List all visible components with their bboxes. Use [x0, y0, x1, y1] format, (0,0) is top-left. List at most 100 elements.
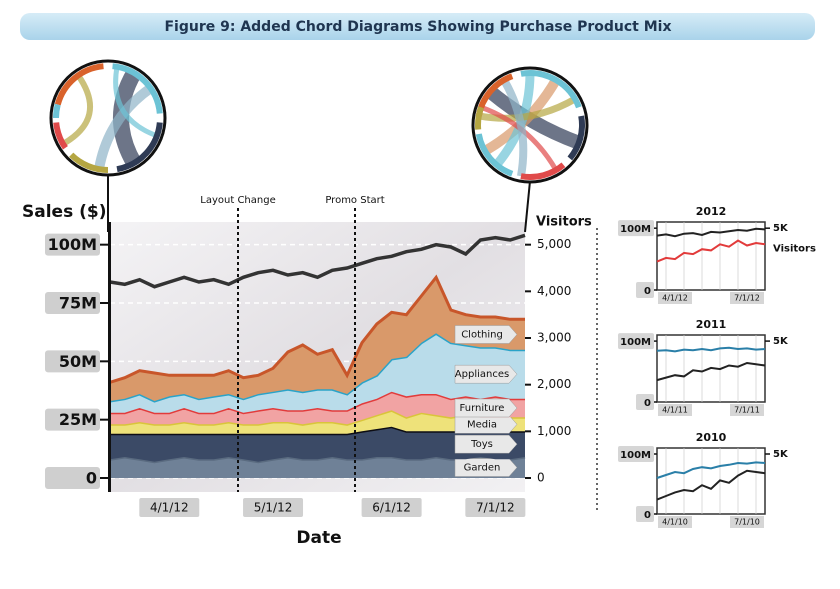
small-line	[656, 227, 766, 238]
y-tick-box	[636, 282, 654, 298]
figure-title: Figure 9: Added Chord Diagrams Showing P…	[164, 19, 671, 35]
y-tick-label: 0	[86, 469, 97, 488]
area-edge	[109, 274, 525, 384]
chord-arc	[567, 115, 585, 161]
y-tick-box	[45, 233, 100, 256]
chord-arc	[53, 122, 68, 150]
y-tick-label: 0	[644, 510, 651, 521]
x-tick-label: 5/1/12	[254, 501, 293, 515]
series-label: Clothing	[461, 330, 503, 341]
y2-tick-label: 3,000	[537, 331, 571, 345]
y-tick-label: 0	[644, 398, 651, 409]
y-tick-label: 100M	[620, 450, 651, 461]
chord-arc	[69, 152, 109, 173]
x-tick-label: 4/1/11	[662, 406, 688, 415]
chord-circle	[49, 59, 167, 177]
area-band	[110, 277, 525, 401]
chord	[478, 95, 577, 122]
y-tick-label: 50M	[59, 352, 97, 371]
chord-arc	[475, 106, 484, 130]
small-plot	[656, 447, 766, 515]
y-tick-box	[618, 220, 654, 237]
x-tick-box	[730, 292, 764, 304]
x-tick-label: 7/1/10	[734, 518, 760, 527]
y-tick-box	[618, 333, 654, 350]
x-tick-box	[139, 498, 200, 517]
chart-layer: Sales ($) Visitors Date 0 25M 50M 75M 100M 0 1,00…	[22, 59, 816, 548]
x-tick-label: 4/1/10	[662, 518, 688, 527]
annotation: Layout Change	[200, 195, 275, 206]
area-band	[110, 426, 525, 462]
chord-arc	[116, 122, 163, 173]
series-label: Furniture	[460, 403, 505, 414]
y-tick-box	[45, 408, 100, 431]
y-tick-box	[45, 292, 100, 314]
series-label: Garden	[464, 463, 501, 474]
x-tick-box	[243, 498, 304, 517]
chord-arc	[54, 63, 104, 106]
x-tick-box	[361, 498, 422, 517]
y-tick-label: 100M	[620, 337, 651, 348]
y2-tick-label: 5,000	[537, 237, 571, 251]
x-axis-title: Date	[296, 528, 341, 548]
chord-arc	[112, 63, 163, 114]
y-tick-box	[618, 446, 654, 462]
x-tick-box	[730, 404, 764, 416]
small-plot	[656, 221, 766, 291]
y2-tick-label: 5K	[773, 449, 789, 460]
series-label: Toys	[470, 439, 493, 450]
chord	[113, 66, 158, 139]
x-tick-box	[730, 516, 764, 528]
x-tick-box	[658, 292, 692, 304]
y2-tick-label: 5K	[773, 223, 789, 234]
chord	[61, 73, 94, 147]
annotation: Promo Start	[325, 195, 384, 206]
y-axis-title: Sales ($)	[22, 202, 106, 222]
x-tick-label: 4/1/12	[150, 501, 189, 515]
visitors-line	[109, 233, 526, 289]
plot-left-border	[108, 222, 111, 492]
x-tick-label: 4/1/12	[662, 294, 688, 303]
small-line	[656, 469, 766, 501]
chord-arc	[520, 162, 566, 180]
chord-arc	[520, 70, 582, 109]
chord-arc	[475, 133, 514, 177]
y-tick-label: 0	[644, 286, 651, 297]
connector	[524, 180, 531, 233]
y2-tick-label: 5K	[773, 336, 789, 347]
small-line	[656, 361, 766, 382]
y-tick-label: 100M	[48, 235, 97, 254]
y-tick-label: 25M	[59, 410, 97, 429]
series-label: Appliances	[455, 369, 509, 380]
y-tick-box	[636, 506, 654, 522]
series-label: Media	[467, 419, 497, 430]
series-label-box	[454, 364, 518, 384]
small-line	[656, 346, 766, 353]
y2-tick-label: 1,000	[537, 424, 571, 438]
small-title: 2012	[696, 205, 727, 218]
small-line	[656, 461, 766, 479]
chord	[485, 86, 582, 150]
x-tick-label: 7/1/12	[734, 294, 760, 303]
series-label-box	[454, 325, 518, 344]
y-tick-box	[45, 350, 100, 373]
x-tick-box	[658, 516, 692, 528]
y-tick-box	[45, 467, 100, 489]
x-tick-label: 7/1/11	[734, 406, 760, 415]
y-tick-label: 100M	[620, 224, 651, 235]
x-tick-box	[465, 498, 526, 517]
small-title: 2011	[696, 318, 727, 331]
series-label-box	[454, 398, 518, 418]
title-bar	[20, 13, 815, 40]
area-band	[110, 333, 525, 413]
legend-label: Visitors	[773, 243, 816, 254]
x-tick-label: 6/1/12	[372, 501, 411, 515]
chord-arc	[53, 103, 61, 119]
small-title: 2010	[696, 431, 727, 444]
series-label-box	[454, 434, 518, 454]
y-tick-box	[636, 394, 654, 410]
y2-tick-label: 4,000	[537, 284, 571, 298]
area-band	[110, 457, 525, 478]
y2-tick-label: 2,000	[537, 377, 571, 391]
